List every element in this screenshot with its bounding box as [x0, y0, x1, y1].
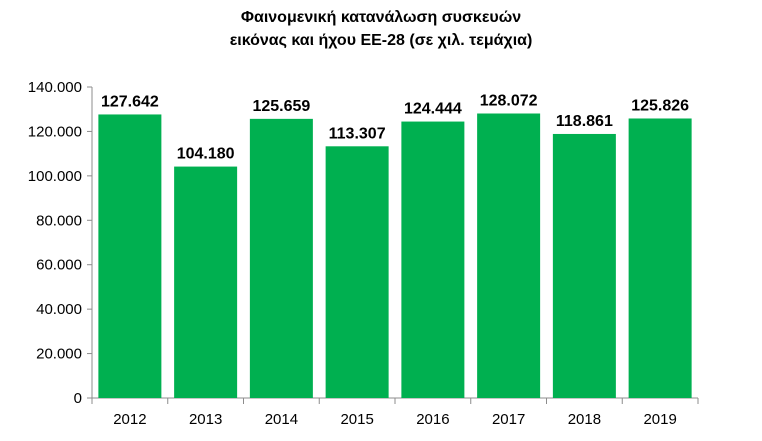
x-tick-label: 2017	[492, 411, 525, 428]
plot-area: 0 20.000 40.000 60.000 80.000 100.000 120.000 1…	[28, 79, 699, 428]
x-tick-label: 2012	[113, 411, 146, 428]
x-tick-label: 2019	[643, 411, 676, 428]
y-tick-label: 60.000	[36, 257, 82, 274]
y-tick-label: 20.000	[36, 346, 82, 363]
bar	[325, 146, 389, 398]
x-tick-label: 2018	[568, 411, 601, 428]
y-tick-label: 120.000	[28, 123, 82, 140]
data-label: 104.180	[177, 146, 235, 163]
data-label: 128.072	[480, 92, 538, 109]
data-label: 125.826	[631, 97, 689, 114]
y-tick-label: 80.000	[36, 212, 82, 229]
x-tick-label: 2016	[416, 411, 449, 428]
y-tick-label: 40.000	[36, 301, 82, 318]
data-label: 127.642	[101, 93, 159, 110]
bar	[477, 113, 541, 399]
chart-title-line-2: εικόνας και ήχου ΕΕ-28 (σε χιλ. τεμάχια)	[229, 32, 533, 49]
data-label: 125.659	[252, 98, 310, 115]
bar	[98, 114, 162, 398]
y-tick-label: 100.000	[28, 168, 82, 185]
x-tick-label: 2015	[340, 411, 373, 428]
y-tick-label: 0	[74, 390, 82, 407]
data-label: 118.861	[556, 113, 613, 130]
data-label: 113.307	[329, 125, 386, 142]
chart-title: Φαινομενική κατανάλωση συσκευών εικόνας …	[0, 6, 762, 52]
x-tick-label: 2013	[189, 411, 222, 428]
bar	[552, 133, 616, 398]
data-label: 124.444	[404, 101, 462, 118]
y-tick-label: 140.000	[28, 79, 82, 96]
bar	[401, 121, 465, 398]
bar	[628, 118, 692, 399]
chart-title-line-1: Φαινομενική κατανάλωση συσκευών	[240, 9, 522, 26]
bar	[174, 166, 238, 398]
x-tick-label: 2014	[265, 411, 298, 428]
bar	[249, 118, 313, 398]
